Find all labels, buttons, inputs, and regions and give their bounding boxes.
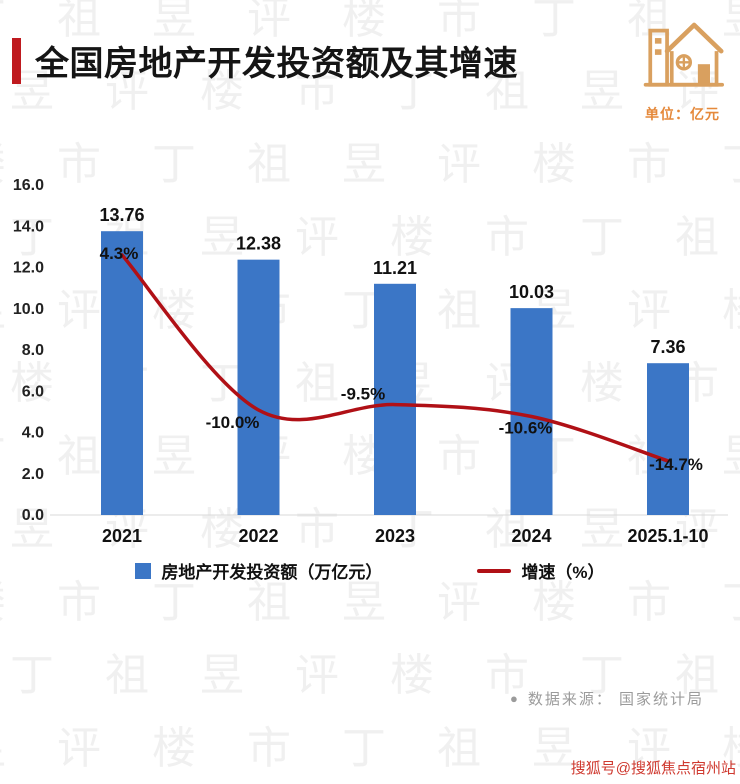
line-legend-swatch: [477, 568, 512, 573]
legend-label-investment: 房地产开发投资额（万亿元）: [161, 563, 383, 582]
legend-label-growth: 增速（%）: [521, 563, 605, 582]
bar-value-label: 7.36: [650, 337, 685, 357]
watermark-char: 祖: [437, 724, 481, 773]
watermark-char: 楼: [152, 724, 196, 773]
watermark-char: 丁: [342, 724, 386, 773]
house-icon-svg: [643, 22, 724, 87]
chart-legend: 房地产开发投资额（万亿元） 增速（%）: [0, 558, 740, 583]
x-axis-label: 2021: [102, 526, 142, 546]
investment-bar: [237, 259, 280, 515]
house-icon: [640, 10, 724, 96]
bar-value-label: 12.38: [236, 234, 281, 254]
growth-value-label: -10.0%: [206, 413, 260, 432]
growth-value-label: -10.6%: [499, 419, 553, 438]
y-axis-tick-label: 4.0: [22, 425, 44, 442]
x-axis-label: 2022: [238, 526, 278, 546]
x-axis-label: 2025.1-10: [627, 526, 708, 546]
bar-value-label: 10.03: [509, 282, 554, 302]
chart-svg: 0.0 2.0 4.0 6.0 8.0 10.0 12.0 14.0 16.0 13.76 12.3…: [13, 177, 728, 546]
watermark-char: 昱: [0, 712, 6, 776]
growth-value-label: 4.3%: [100, 244, 139, 263]
y-axis-tick-label: 6.0: [22, 383, 44, 400]
bar-value-label: 11.21: [373, 258, 417, 278]
watermark-char: 昱: [722, 0, 740, 46]
sohu-watermark: 搜狐号@搜狐焦点宿州站: [570, 760, 736, 777]
growth-value-label: -9.5%: [341, 385, 385, 404]
watermark-char: 昱: [200, 651, 244, 700]
watermark-char: 评: [295, 651, 339, 700]
watermark-char: 昱: [580, 67, 624, 116]
source-text: 数据来源： 国家统计局: [527, 691, 704, 708]
x-axis-label: 2024: [511, 526, 551, 546]
watermark-char: 昱: [532, 724, 576, 773]
legend-item-growth: 增速（%）: [477, 558, 605, 583]
unit-label: 单位：亿元: [645, 106, 720, 122]
growth-line: [120, 253, 670, 463]
source-bullet-icon: ●: [509, 691, 520, 706]
header: 全国房地产开发投资额及其增速: [12, 36, 518, 85]
y-axis-tick-label: 14.0: [13, 218, 44, 235]
y-axis-tick-label: 2.0: [22, 466, 44, 483]
data-source-note: ● 数据来源： 国家统计局: [510, 688, 704, 709]
watermark-char: 评: [57, 724, 101, 773]
growth-value-label: -14.7%: [649, 455, 703, 474]
investment-bar: [101, 231, 143, 515]
watermark-char: 丁: [0, 0, 6, 46]
investment-bar: [647, 363, 689, 515]
bar-legend-swatch: [135, 562, 152, 579]
y-axis-tick-label: 8.0: [22, 342, 44, 359]
watermark-char: 楼: [390, 651, 434, 700]
x-axis-label: 2023: [375, 526, 415, 546]
watermark-char: 祖: [105, 651, 149, 700]
page-title: 全国房地产开发投资额及其增速: [35, 45, 518, 83]
watermark-char: 市: [247, 724, 291, 773]
bar-value-label: 13.76: [99, 205, 144, 225]
y-axis-tick-label: 16.0: [13, 177, 44, 194]
legend-item-investment: 房地产开发投资额（万亿元）: [135, 558, 382, 583]
title-accent-bar: [12, 37, 21, 84]
investment-bar: [510, 308, 553, 515]
investment-bar: [374, 283, 416, 515]
y-axis-tick-label: 0.0: [22, 507, 44, 524]
watermark-char: 丁: [532, 0, 576, 43]
y-axis-tick-label: 12.0: [13, 260, 44, 277]
y-axis-tick-label: 10.0: [13, 301, 44, 318]
watermark-char: 丁: [10, 651, 54, 700]
